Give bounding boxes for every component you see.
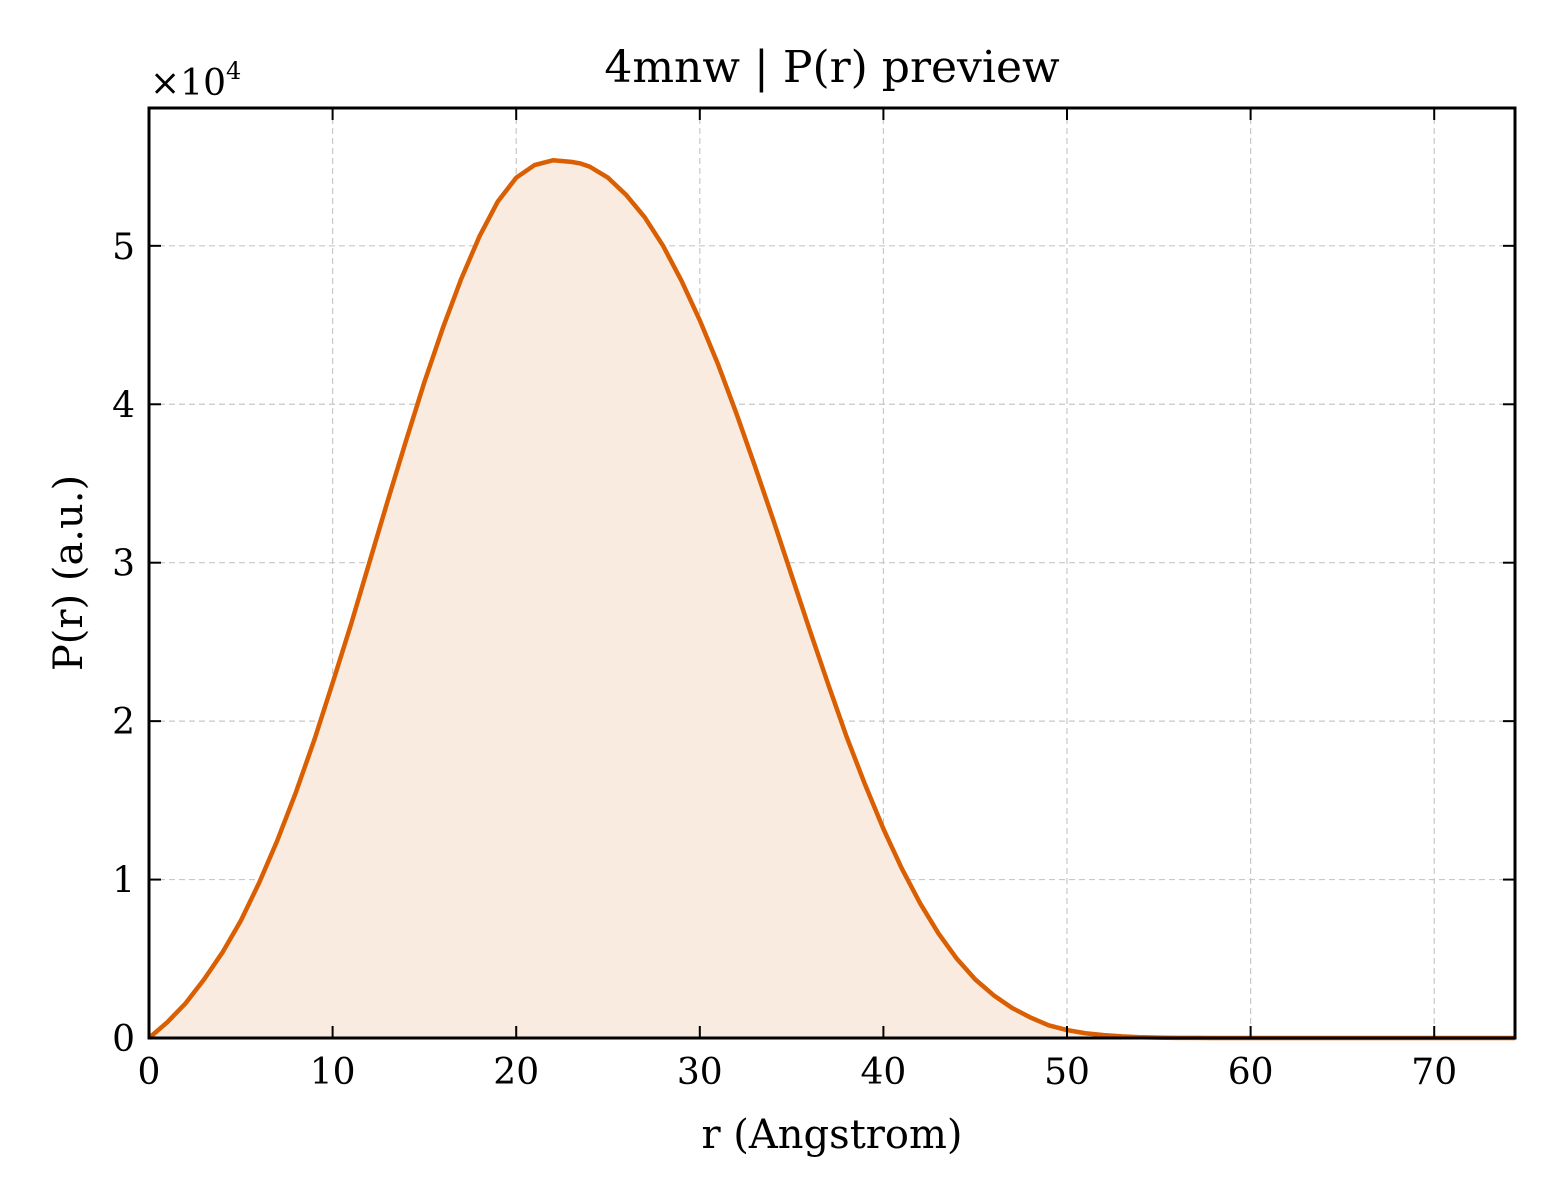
plot-frame (147, 106, 1517, 1040)
y-axis-label: P(r) (a.u.) (46, 475, 92, 671)
x-tick-label: 10 (310, 1052, 356, 1093)
x-axis-label: r (Angstrom) (701, 1112, 962, 1158)
y-tick-label: 2 (112, 702, 135, 743)
series-line (147, 158, 1515, 1041)
y-tick-label: 0 (112, 1019, 135, 1060)
x-tick-label: 20 (493, 1052, 539, 1093)
y-tick-label: 5 (112, 227, 135, 268)
x-tick-label: 50 (1044, 1052, 1090, 1093)
y-multiplier: ×104 (150, 57, 241, 104)
series-area (149, 160, 1515, 1038)
chart-title: 4mnw | P(r) preview (604, 42, 1060, 93)
x-tick-label: 40 (861, 1052, 907, 1093)
x-tick-label: 30 (677, 1052, 723, 1093)
y-tick-label: 4 (112, 385, 135, 426)
ticks: 0 10 20 30 40 50 60 70 0 1 2 3 4 5 (112, 108, 1515, 1093)
x-tick-label: 0 (138, 1052, 161, 1093)
y-tick-label: 3 (112, 544, 135, 585)
y-tick-label: 1 (112, 861, 135, 902)
x-tick-label: 70 (1411, 1052, 1457, 1093)
x-tick-label: 60 (1228, 1052, 1274, 1093)
